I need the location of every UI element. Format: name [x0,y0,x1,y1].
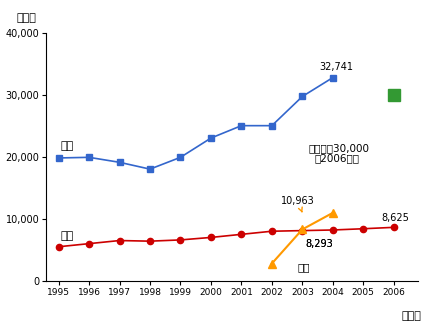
Text: （年）: （年） [401,311,421,321]
Text: 8,293: 8,293 [305,239,332,249]
Text: （2006年）: （2006年） [314,154,359,164]
Text: インド：30,000: インド：30,000 [308,143,368,153]
Text: （人）: （人） [17,13,37,23]
Text: 10,963: 10,963 [280,196,314,212]
Text: 日本: 日本 [60,231,73,241]
Text: 米国: 米国 [60,141,73,151]
Text: 8,293: 8,293 [305,239,332,249]
Text: 8,625: 8,625 [381,213,409,223]
Text: 中国: 中国 [297,262,310,272]
Text: 32,741: 32,741 [318,62,352,71]
